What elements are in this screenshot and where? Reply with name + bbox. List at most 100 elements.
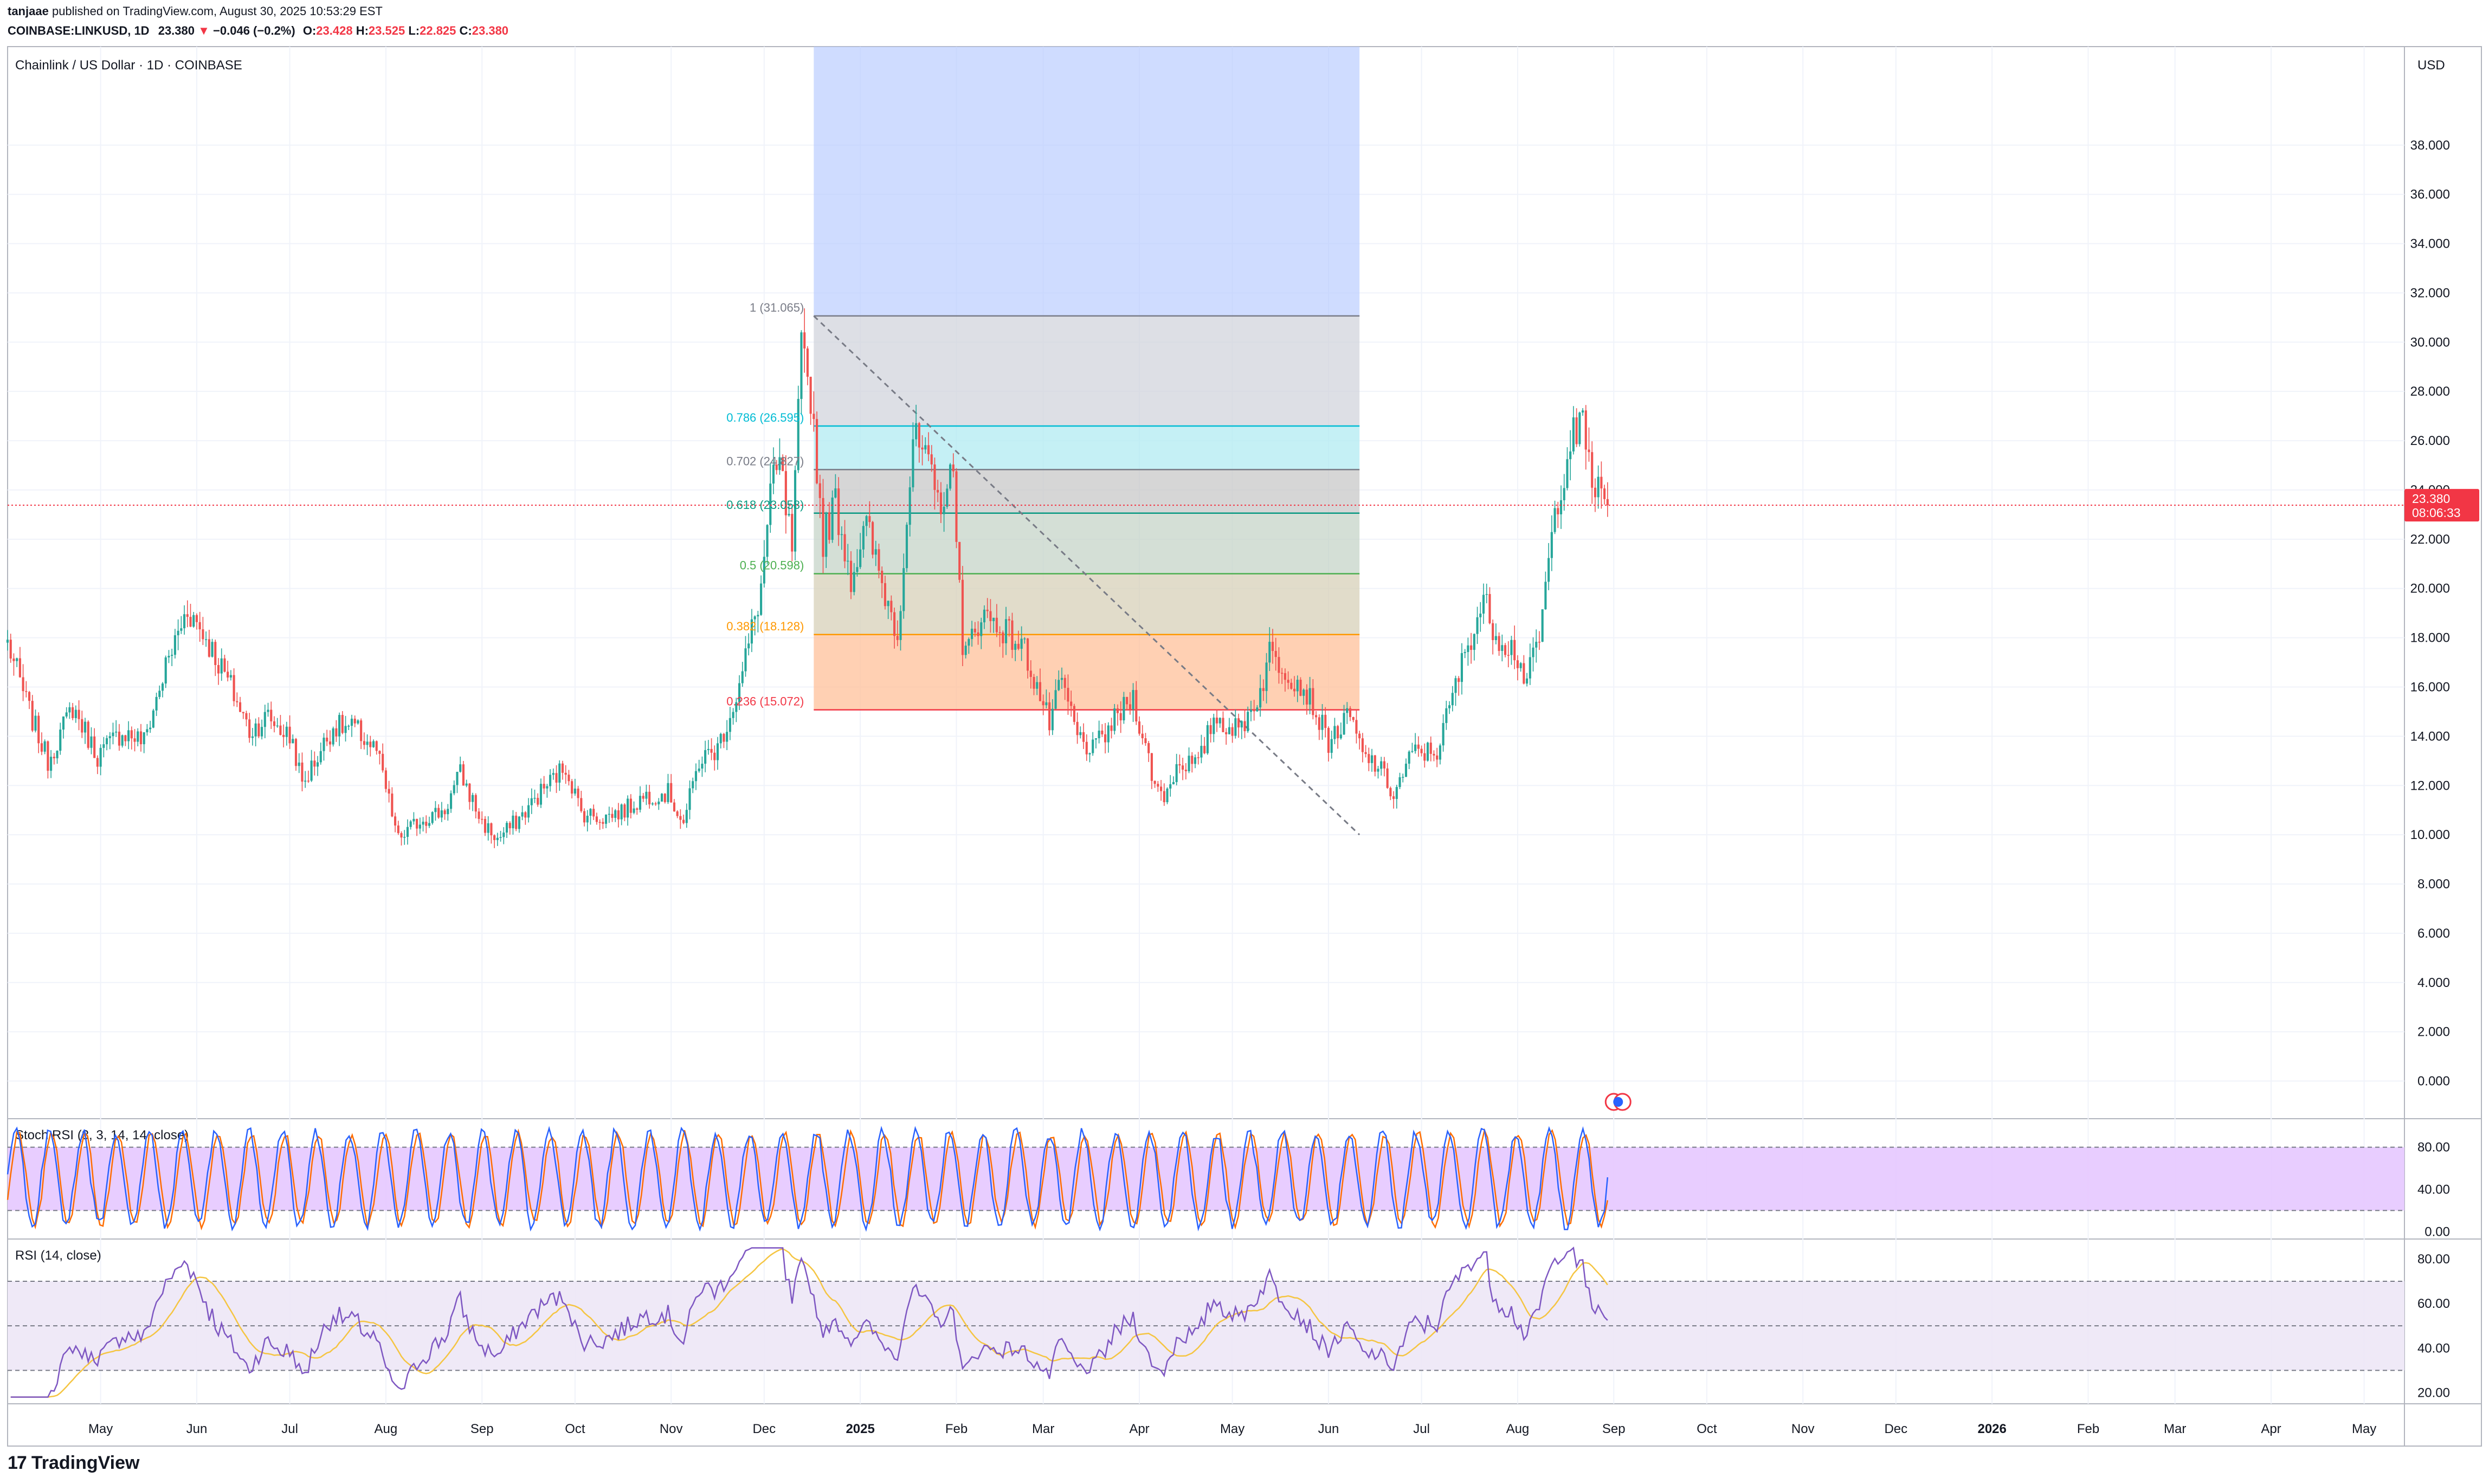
price-tick-label: 6.000	[2417, 926, 2450, 941]
candle-body	[1492, 623, 1494, 641]
candle-body	[809, 377, 812, 414]
price-tick-label: 20.000	[2410, 582, 2450, 596]
date-tick-label: Apr	[2261, 1422, 2281, 1436]
price-tick-label: 12.000	[2410, 778, 2450, 793]
candle-body	[1265, 662, 1268, 691]
candle-body	[1355, 720, 1358, 734]
candle-body	[1458, 678, 1460, 682]
candle-body	[493, 835, 496, 840]
tradingview-logo[interactable]: 17 TradingView	[8, 1453, 139, 1474]
chart-title: Chainlink / US Dollar · 1D · COINBASE	[15, 58, 242, 73]
candle-body	[816, 419, 818, 483]
high-label: H:	[356, 24, 369, 37]
candle-body	[1308, 688, 1311, 705]
candle-body	[335, 728, 338, 737]
candle-body	[350, 718, 353, 726]
candle-body	[177, 630, 179, 636]
date-tick-label: May	[88, 1422, 113, 1436]
candle-body	[1538, 642, 1541, 643]
candle-body	[341, 715, 344, 733]
candle-body	[384, 770, 387, 789]
candle-body	[933, 464, 936, 490]
candle-body	[248, 719, 251, 738]
candle-body	[902, 568, 905, 611]
candle-body	[716, 743, 719, 760]
candle-body	[803, 332, 806, 349]
candle-body	[40, 743, 43, 752]
candle-body	[806, 348, 809, 377]
candle-body	[437, 808, 440, 818]
candle-body	[694, 771, 698, 782]
candle-body	[930, 454, 933, 464]
date-tick-label: Dec	[752, 1422, 776, 1436]
date-tick-label: Aug	[1506, 1422, 1530, 1436]
candle-body	[568, 775, 570, 782]
candle-body	[1008, 619, 1010, 621]
candle-body	[242, 712, 244, 713]
candle-body	[83, 721, 87, 733]
price-tick-label: 36.000	[2410, 188, 2450, 202]
candle-body	[1395, 787, 1398, 799]
candle-body	[1256, 707, 1259, 712]
candle-body	[713, 752, 716, 760]
candle-body	[472, 795, 474, 802]
candle-body	[1532, 647, 1534, 657]
publisher-name[interactable]: tanjaae	[8, 4, 49, 18]
candle-body	[533, 798, 536, 799]
stoch-d-line	[7, 1128, 1609, 1231]
candle-body	[62, 716, 65, 730]
flag-icon	[1613, 1097, 1623, 1107]
candle-body	[797, 399, 799, 470]
candle-body	[1215, 717, 1218, 724]
candle-body	[171, 655, 173, 656]
fib-level-label: 0.618 (23.058)	[726, 498, 804, 512]
candle-body	[995, 617, 998, 633]
candle-body	[68, 707, 71, 713]
high-value: 23.525	[368, 24, 405, 37]
candle-body	[744, 648, 747, 672]
candle-body	[698, 768, 700, 771]
date-tick-label: Oct	[1697, 1422, 1717, 1436]
candle-body	[847, 560, 849, 562]
candle-body	[353, 718, 356, 724]
candle-body	[1240, 721, 1243, 728]
fib-level-label: 0.5 (20.598)	[740, 559, 804, 572]
candle-body	[692, 781, 694, 789]
candle-body	[1302, 689, 1305, 696]
fib-level-label: 0.382 (18.128)	[726, 620, 804, 633]
fib-level-label: 0.786 (26.595)	[726, 411, 804, 424]
candle-body	[158, 691, 161, 697]
candle-body	[577, 788, 579, 798]
candle-body	[360, 720, 363, 741]
candle-body	[1144, 738, 1147, 744]
candle-body	[180, 628, 183, 631]
candle-body	[856, 567, 859, 572]
candle-body	[1606, 499, 1609, 506]
candle-body	[1126, 696, 1129, 705]
candle-body	[627, 798, 629, 818]
candle-body	[1550, 532, 1553, 558]
candle-body	[72, 707, 74, 718]
candle-body	[986, 609, 989, 611]
candle-body	[304, 780, 307, 782]
candle-body	[1191, 756, 1194, 764]
candle-body	[834, 488, 837, 498]
candle-body	[971, 628, 973, 640]
candle-body	[955, 471, 958, 542]
candle-body	[595, 816, 598, 822]
date-tick-label: Jul	[1413, 1422, 1430, 1436]
candle-body	[682, 820, 685, 823]
symbol-label[interactable]: COINBASE:LINKUSD, 1D	[8, 24, 150, 37]
date-tick-label: Nov	[1791, 1422, 1815, 1436]
candle-body	[605, 815, 608, 824]
low-label: L:	[408, 24, 420, 37]
candle-body	[912, 439, 914, 488]
candle-body	[1584, 410, 1587, 450]
last-value: 23.380	[158, 24, 195, 37]
candle-body	[580, 798, 583, 811]
candle-body	[50, 757, 53, 771]
candle-body	[890, 601, 893, 612]
candle-body	[173, 635, 176, 655]
candle-body	[1253, 709, 1255, 712]
